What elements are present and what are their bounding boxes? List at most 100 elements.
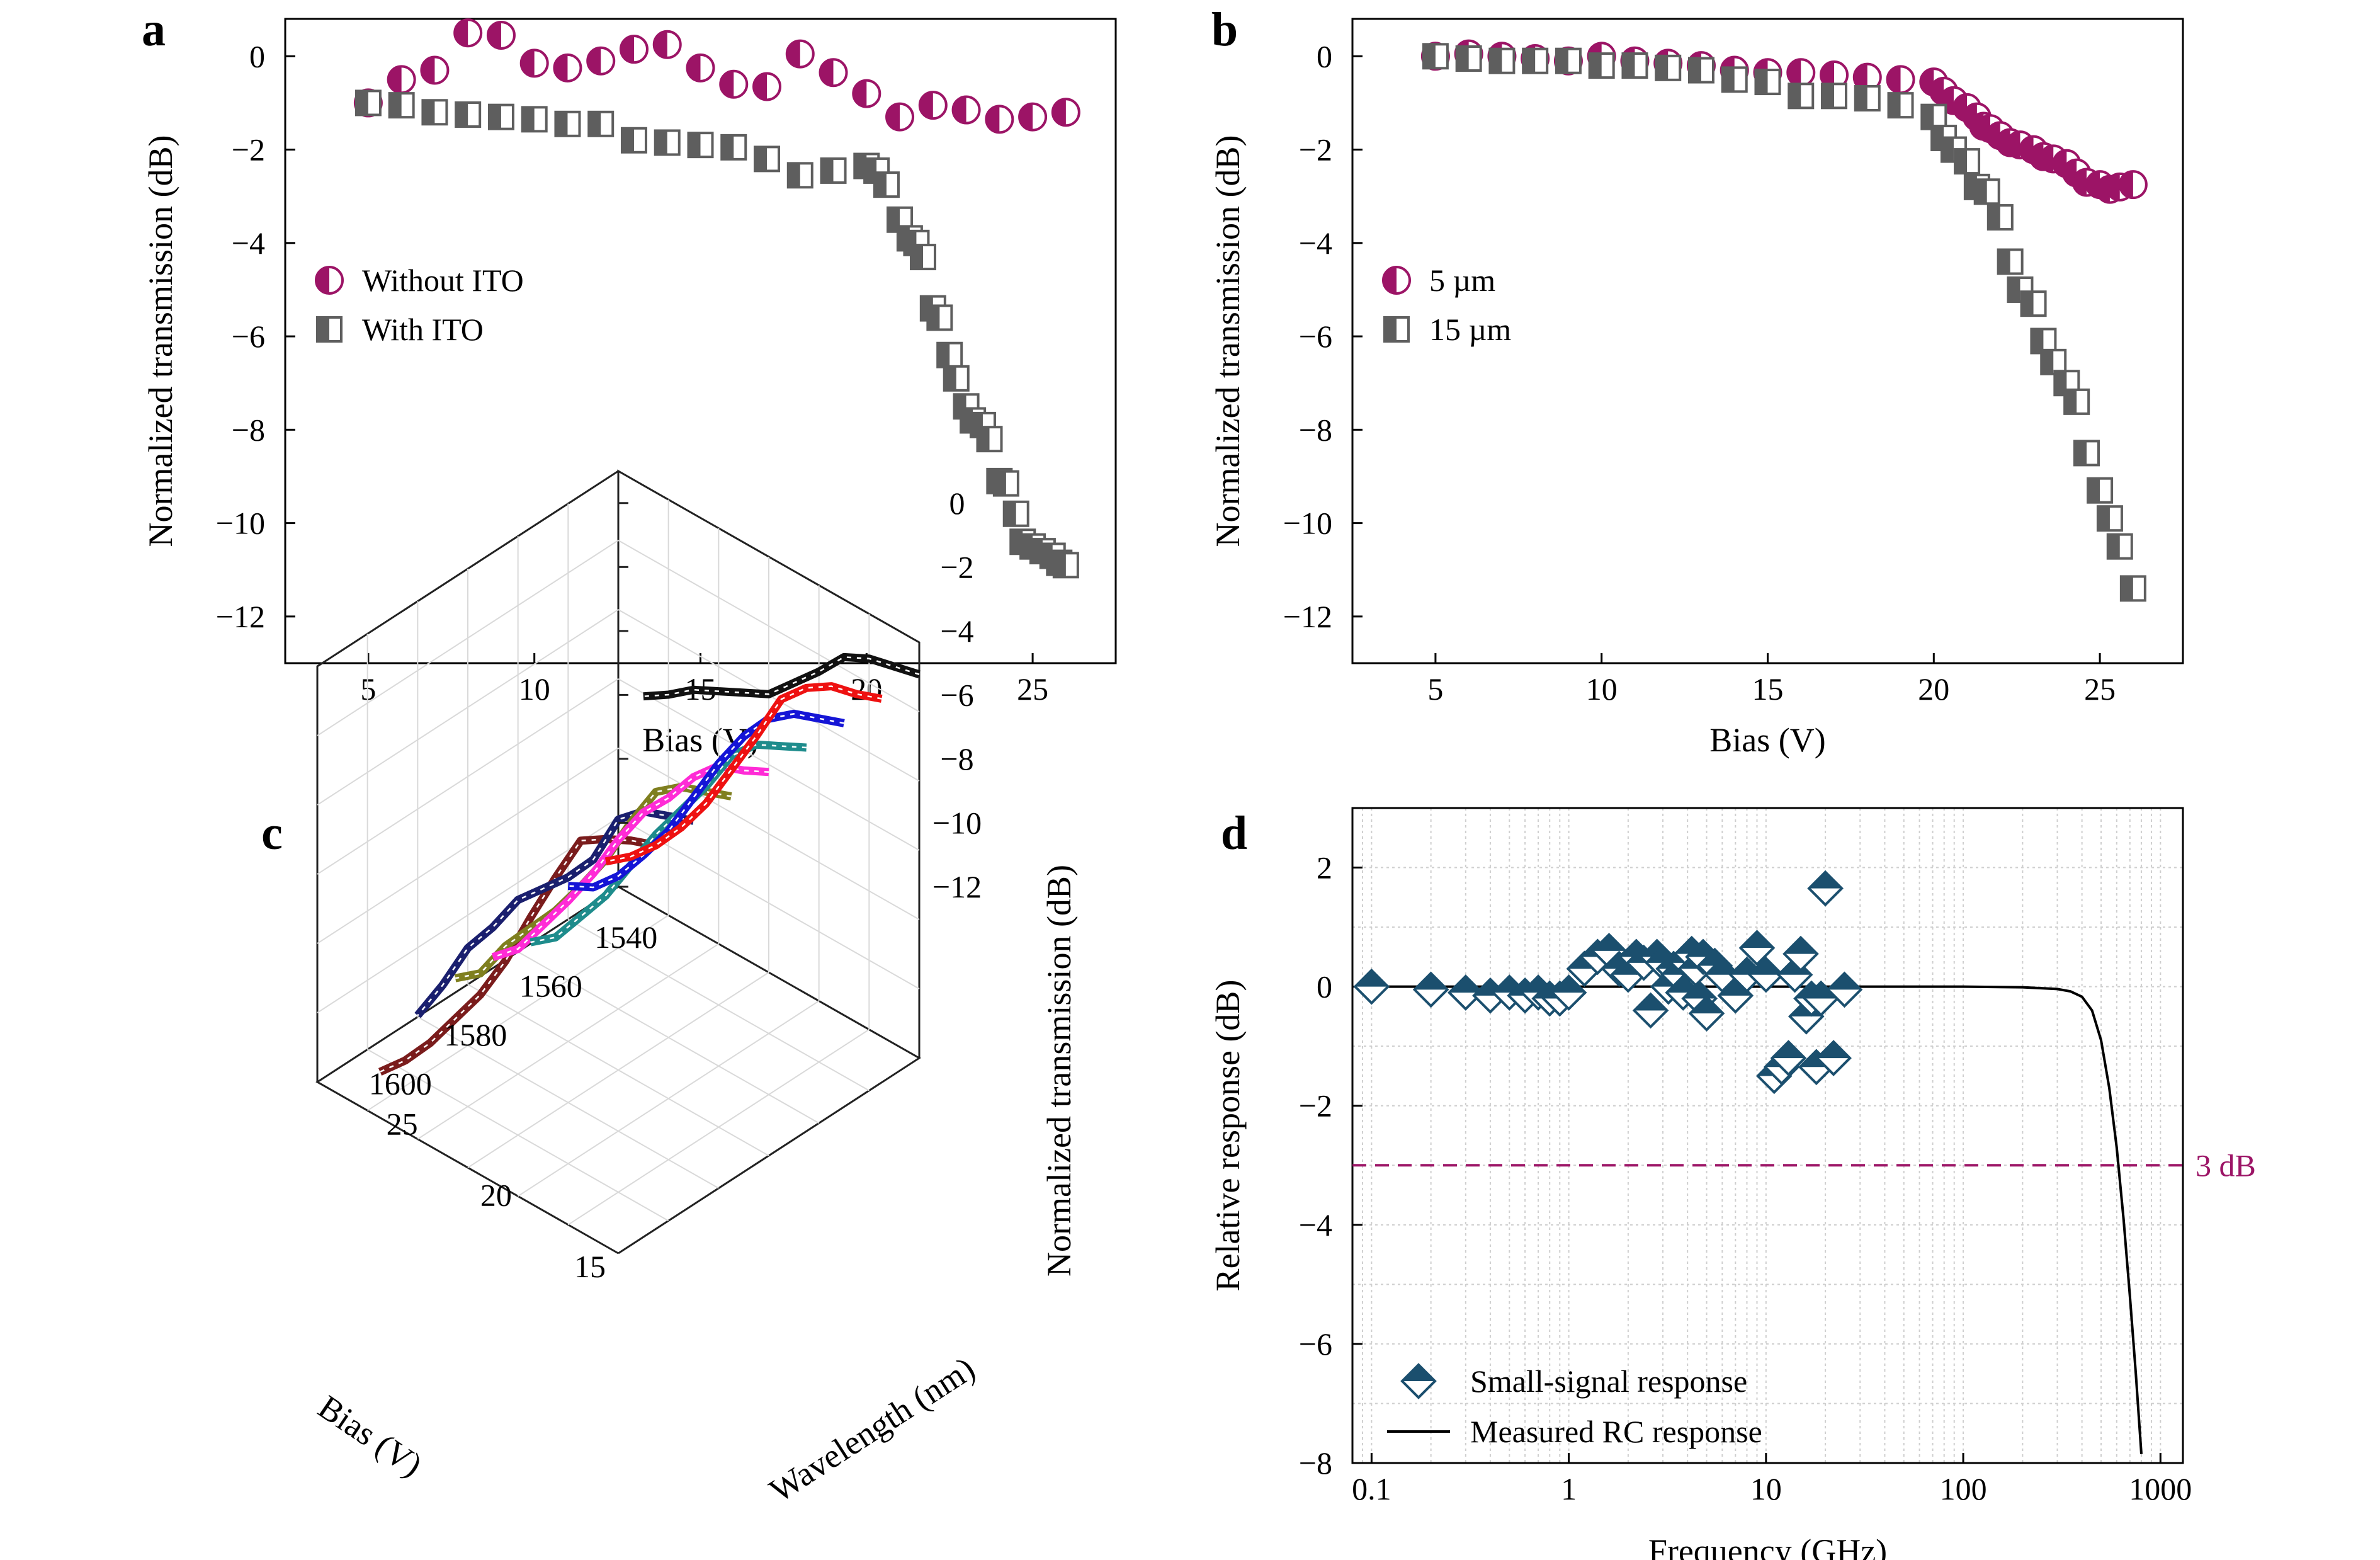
data-point	[2020, 290, 2047, 317]
y-tick-label: −10	[216, 506, 265, 541]
marker-fill	[317, 317, 329, 341]
data-point	[786, 162, 813, 189]
marker-fill	[2121, 576, 2133, 601]
marker-fill	[2074, 441, 2087, 465]
data-point	[421, 99, 448, 126]
data-point	[521, 106, 548, 133]
curve-body	[643, 652, 921, 701]
data-point	[1621, 52, 1648, 79]
y-tick-label: −12	[1283, 599, 1332, 634]
y-tick-label: 1600	[369, 1066, 432, 1101]
data-point	[1986, 204, 2014, 231]
marker-fill	[1975, 179, 1987, 204]
curve-1530	[643, 652, 921, 701]
series-2	[1422, 43, 2146, 602]
data-point	[719, 69, 749, 99]
panel-letter-b: b	[1211, 3, 1238, 56]
panel-d: d 0.1 1 10 100 1000 2 0 −2 −4 −6 −8 Frequency (GHz) R…	[1209, 807, 2256, 1560]
x-tick-label: 5	[360, 671, 376, 707]
marker-fill	[786, 40, 800, 67]
small-signal-series	[1353, 870, 1863, 1095]
data-point	[1776, 956, 1813, 993]
legend-marker	[1382, 266, 1411, 295]
y-tick-label: 0	[249, 38, 265, 74]
y-tick-label: −8	[1299, 1445, 1332, 1481]
marker-fill	[389, 93, 402, 118]
marker-fill	[555, 111, 568, 136]
data-point	[387, 65, 416, 94]
legend-label: 15 µm	[1429, 312, 1511, 347]
box-grid	[317, 499, 920, 1226]
legend-marker	[1383, 316, 1410, 343]
panel-letter-a: a	[142, 3, 166, 56]
marker-fill	[654, 31, 667, 58]
marker-fill	[422, 100, 435, 125]
legend-marker	[316, 316, 343, 343]
x-tick-label: 15	[1752, 671, 1784, 707]
marker-fill	[688, 133, 701, 157]
x-tick-label: 0.1	[1352, 1471, 1391, 1506]
y-tick-label: −10	[1283, 506, 1332, 541]
data-point	[586, 46, 616, 76]
grid-line	[317, 540, 619, 736]
data-point	[1412, 971, 1449, 1008]
data-point	[687, 132, 714, 159]
data-point	[1353, 968, 1390, 1005]
marker-fill	[927, 305, 940, 330]
y-tick-label: 1580	[444, 1017, 507, 1052]
data-point	[2118, 170, 2148, 200]
data-point	[1688, 995, 1725, 1032]
data-point	[1488, 47, 1516, 74]
y-axis-title: Normalized transmission (dB)	[1209, 135, 1247, 547]
curve-highlight	[492, 765, 769, 958]
marker-fill	[720, 71, 734, 98]
marker-fill	[1690, 997, 1723, 1014]
z-tick-label: 0	[949, 486, 965, 521]
marker-fill	[522, 107, 535, 132]
y-axis-title: Wavelength (nm)	[763, 1350, 982, 1510]
plot-frame	[1351, 807, 2184, 1464]
x-tick-label: 20	[480, 1178, 512, 1213]
marker-fill	[2119, 171, 2133, 198]
data-point	[1826, 971, 1863, 1008]
marker-fill	[1740, 931, 1774, 948]
data-point	[992, 470, 1019, 497]
marker-fill	[1589, 54, 1602, 78]
marker-fill	[2007, 132, 2020, 159]
marker-fill	[1821, 61, 1835, 88]
marker-fill	[874, 173, 887, 197]
data-point	[852, 79, 881, 108]
x-axis-title: Frequency (GHz)	[1648, 1532, 1887, 1560]
marker-fill	[820, 59, 834, 86]
marker-fill	[1988, 205, 2000, 230]
marker-fill	[487, 21, 501, 48]
curve-1550	[567, 709, 845, 892]
marker-fill	[589, 111, 601, 136]
panel-letter-c: c	[261, 807, 283, 860]
marker-fill	[1822, 84, 1835, 108]
marker-fill	[421, 57, 435, 84]
x-tick-label: 5	[1427, 671, 1443, 707]
marker-fill	[754, 73, 768, 100]
x-tick-label: 1000	[2129, 1471, 2192, 1506]
z-tick-label: −12	[932, 869, 982, 904]
marker-fill	[521, 50, 535, 77]
marker-fill	[1490, 48, 1502, 73]
marker-fill	[1556, 48, 1568, 73]
marker-fill	[1052, 99, 1066, 126]
data-point	[819, 58, 848, 88]
y-tick-label: −4	[1299, 1207, 1332, 1243]
data-point	[1997, 248, 2024, 275]
data-point	[909, 244, 936, 271]
marker-fill	[1817, 1042, 1850, 1059]
marker-fill	[554, 54, 568, 81]
marker-fill	[2021, 292, 2034, 316]
marker-fill	[1423, 44, 1436, 69]
data-point	[652, 30, 682, 59]
y-tick-label: −4	[232, 225, 265, 261]
marker-fill	[1855, 86, 1867, 111]
data-point	[587, 110, 615, 137]
data-point	[943, 365, 970, 392]
data-point	[554, 110, 581, 137]
data-point	[2030, 327, 2057, 355]
